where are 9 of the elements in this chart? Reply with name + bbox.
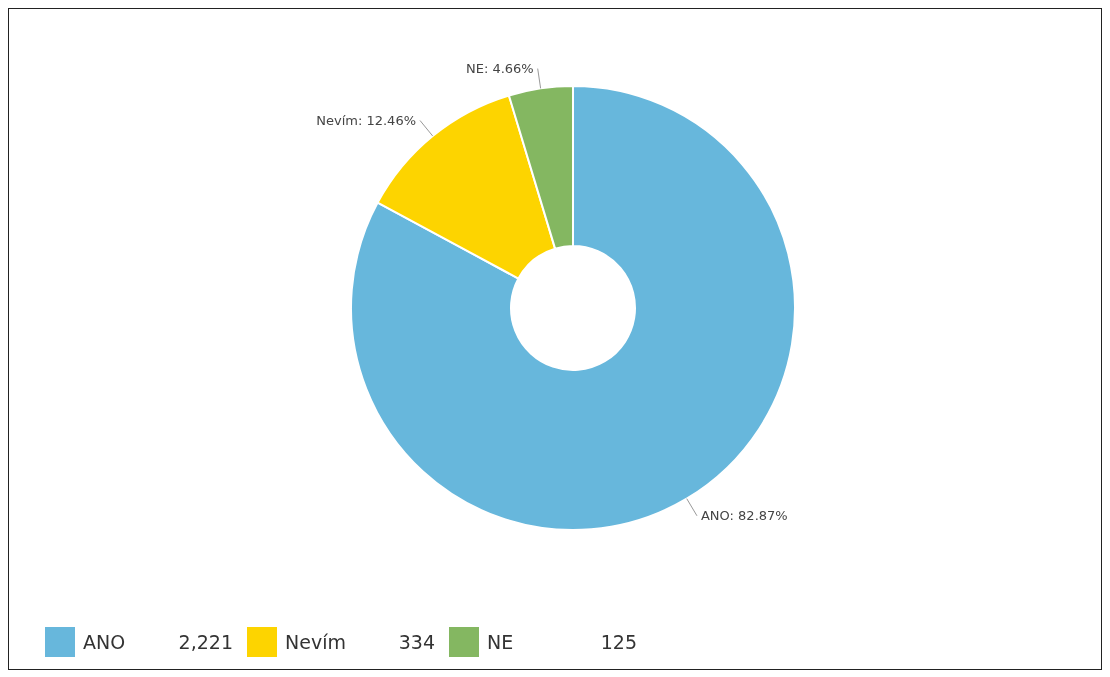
- text: 334: [397, 631, 435, 653]
- text: 125: [599, 631, 637, 653]
- legend-label: ANO: [83, 631, 127, 653]
- data-label: NE: 4.66%: [465, 61, 534, 77]
- data-label: Nevím: 12.46%: [316, 112, 417, 128]
- text: 2,221: [177, 631, 233, 653]
- legend-label: Nevím: [285, 631, 347, 653]
- data-label: ANO: 82.87%: [700, 508, 788, 524]
- legend-label: NE: [487, 631, 515, 653]
